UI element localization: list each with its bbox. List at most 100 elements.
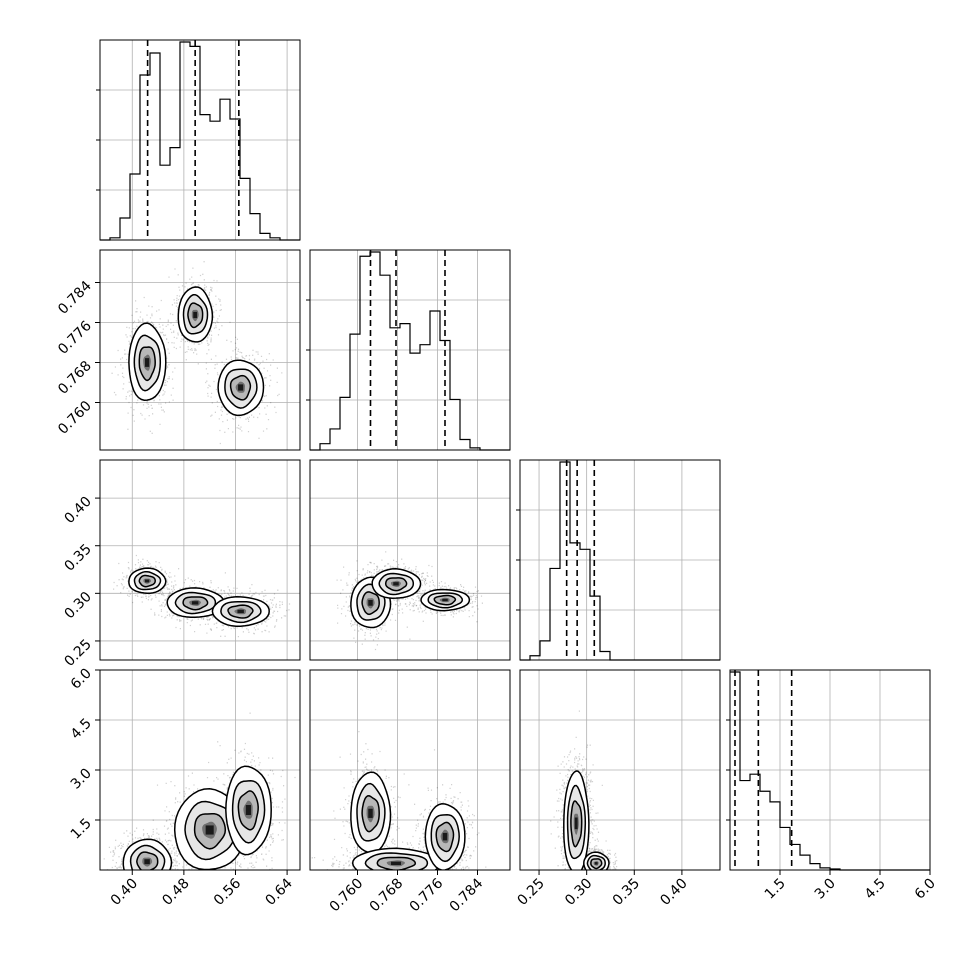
density-peak — [237, 609, 244, 614]
contour-line — [563, 770, 590, 870]
density-frame-1-2 — [309, 459, 511, 661]
contour-line — [231, 780, 266, 844]
y-tick-label-2-2: 0.35 — [61, 541, 94, 574]
contour-line — [220, 600, 262, 624]
density-panel-1-2 — [309, 459, 511, 661]
contour-line — [187, 302, 204, 329]
y-tick-label-3-1: 3.0 — [68, 766, 95, 793]
x-tick-label-0-3: 0.64 — [263, 875, 296, 908]
contour-line — [138, 346, 156, 382]
contour-line — [590, 858, 603, 870]
density-peak — [144, 859, 150, 865]
y-tick-label-2-0: 0.25 — [61, 636, 94, 669]
contour-line — [351, 847, 442, 870]
contour-line — [361, 795, 380, 833]
contour-line — [128, 567, 167, 595]
contour-line — [350, 771, 392, 854]
contour-line — [384, 577, 408, 592]
contour-line — [217, 359, 265, 417]
contour-line — [378, 572, 415, 596]
density-peak — [391, 861, 401, 865]
contour-line — [174, 591, 217, 615]
y-tick-label-1-2: 0.776 — [55, 318, 95, 358]
density-peak — [245, 805, 251, 815]
contour-line — [184, 800, 236, 861]
y-tick-label-2-1: 0.30 — [61, 589, 94, 622]
x-tick-label-1-0: 0.760 — [327, 876, 367, 916]
contour-line — [128, 322, 167, 401]
y-tick-label-1-3: 0.784 — [55, 278, 95, 318]
hist-panel-3 — [726, 669, 931, 871]
x-tick-label-0-0: 0.40 — [108, 876, 141, 909]
contour-line — [435, 821, 455, 853]
density-peak — [193, 311, 198, 319]
hist-panel-2 — [516, 459, 721, 661]
x-tick-label-3-3: 6.0 — [912, 876, 939, 903]
histogram-step-2 — [520, 461, 720, 661]
density-panel-2-3 — [519, 669, 721, 871]
density-peak — [442, 832, 448, 841]
contour-line — [356, 782, 386, 842]
contour-line — [122, 838, 173, 870]
contour-line — [430, 814, 460, 863]
contour-line — [224, 368, 258, 409]
density-peak — [191, 601, 199, 605]
density-peak — [594, 862, 598, 865]
contour-line — [433, 594, 457, 606]
density-peak — [145, 358, 150, 367]
contour-line — [361, 591, 380, 616]
contour-line — [420, 588, 471, 612]
histogram-step-1 — [310, 251, 510, 451]
density-peak — [205, 825, 214, 835]
hist-frame-1 — [309, 249, 511, 451]
x-tick-label-2-3: 0.40 — [657, 876, 690, 909]
hist-frame-0 — [99, 39, 301, 241]
contour-line — [237, 790, 259, 831]
density-panel-0-2 — [99, 459, 301, 661]
contour-line — [129, 844, 166, 870]
contour-line — [211, 596, 270, 628]
density-panel-0-1 — [99, 249, 301, 451]
contour-line — [376, 856, 417, 870]
y-tick-label-2-3: 0.40 — [61, 494, 94, 527]
x-tick-label-2-1: 0.30 — [562, 876, 595, 909]
contour-line — [424, 803, 466, 870]
contour-line — [570, 800, 583, 848]
contour-line — [133, 570, 162, 591]
contour-line — [133, 334, 162, 392]
density-frame-1-3 — [309, 669, 511, 871]
x-tick-label-1-3: 0.784 — [447, 875, 487, 915]
contour-line — [136, 851, 159, 870]
density-panel-1-3 — [309, 669, 511, 871]
hist-panel-0 — [96, 39, 301, 241]
density-panel-0-3 — [99, 669, 301, 871]
contour-line — [229, 374, 252, 401]
density-content — [310, 670, 510, 870]
density-content — [310, 460, 510, 660]
contour-line — [371, 568, 422, 599]
density-peak — [368, 600, 373, 606]
y-tick-label-1-0: 0.760 — [55, 398, 95, 438]
density-frame-2-3 — [519, 669, 721, 871]
contour-line — [566, 784, 587, 860]
x-tick-label-0-2: 0.56 — [211, 875, 244, 908]
contour-line — [182, 596, 209, 611]
density-content — [100, 670, 300, 870]
density-peak — [145, 579, 150, 583]
histogram-step-0 — [100, 41, 300, 241]
contour-line — [166, 587, 225, 618]
density-peak — [574, 817, 578, 830]
contour-line — [364, 852, 429, 870]
y-tick-label-1-1: 0.768 — [55, 358, 95, 398]
density-content — [100, 250, 300, 450]
x-tick-label-1-1: 0.768 — [367, 876, 407, 916]
x-tick-label-3-0: 1.5 — [762, 876, 789, 903]
contour-line — [138, 574, 156, 588]
density-content — [100, 460, 300, 660]
density-peak — [442, 598, 448, 602]
density-frame-0-2 — [99, 459, 301, 661]
density-peak — [393, 582, 399, 586]
hist-panel-1 — [306, 249, 511, 451]
x-tick-label-3-2: 4.5 — [862, 876, 889, 903]
